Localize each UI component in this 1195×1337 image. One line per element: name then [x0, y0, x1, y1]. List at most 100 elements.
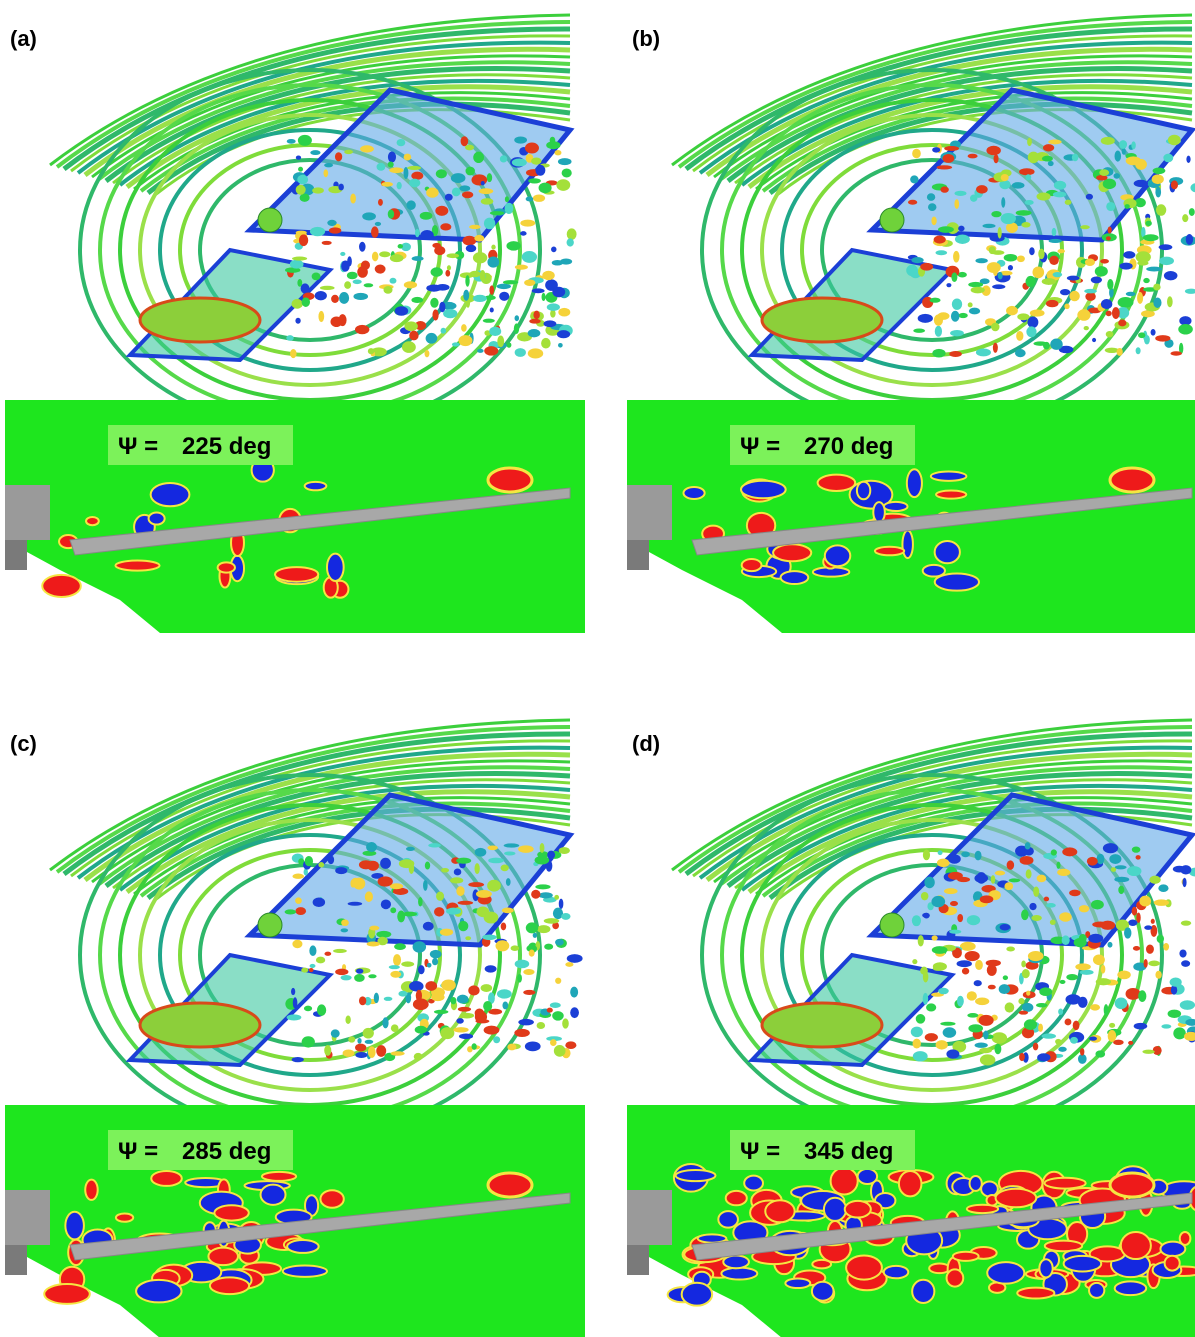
- hub-section: [627, 1245, 649, 1275]
- wake-vortex: [406, 200, 415, 210]
- wake-vortex: [382, 1017, 388, 1028]
- wake-vortex: [368, 348, 374, 354]
- wake-vortex: [1159, 244, 1173, 250]
- wake-vortex: [1087, 857, 1098, 866]
- wake-vortex: [401, 961, 414, 966]
- tip-vortex-core: [1110, 1173, 1154, 1197]
- wake-vortex: [394, 943, 406, 950]
- vorticity-blob: [275, 567, 318, 582]
- nacelle: [762, 298, 882, 342]
- wake-vortex: [1042, 278, 1056, 285]
- wake-vortex: [367, 861, 379, 871]
- wake-vortex: [552, 1011, 564, 1020]
- wake-vortex: [912, 915, 921, 926]
- vorticity-blob: [741, 481, 786, 498]
- wake-vortex: [544, 320, 557, 327]
- wake-vortex: [328, 855, 334, 864]
- vorticity-blob: [902, 531, 912, 559]
- wake-vortex: [933, 962, 947, 971]
- wake-vortex: [411, 172, 423, 180]
- wake-vortex: [1126, 156, 1141, 165]
- wake-vortex: [558, 308, 570, 317]
- wake-vortex: [390, 278, 397, 284]
- wake-vortex: [975, 997, 989, 1005]
- wake-vortex: [1053, 192, 1066, 198]
- wake-vortex: [348, 1036, 355, 1042]
- wake-vortex: [938, 988, 949, 995]
- wake-vortex: [514, 323, 519, 334]
- wake-vortex: [452, 342, 460, 346]
- wake-vortex: [547, 303, 560, 310]
- wake-vortex: [1170, 978, 1182, 987]
- hub-section: [627, 1190, 672, 1245]
- wake-vortex: [335, 969, 348, 975]
- wake-vortex: [1053, 272, 1063, 277]
- wake-vortex: [1027, 138, 1032, 146]
- wake-vortex: [976, 349, 991, 357]
- wake-vortex: [1145, 221, 1151, 226]
- wake-vortex: [446, 908, 461, 915]
- wake-vortex: [320, 286, 335, 290]
- vorticity-blob: [967, 1205, 998, 1213]
- wake-vortex: [1158, 884, 1168, 892]
- wake-vortex: [1060, 980, 1066, 984]
- wake-vortex: [1124, 927, 1131, 938]
- wake-vortex: [503, 280, 518, 284]
- wake-vortex: [1137, 261, 1148, 266]
- wake-vortex: [936, 1040, 948, 1050]
- wake-vortex: [360, 145, 374, 152]
- wake-vortex: [357, 1038, 361, 1044]
- psi-symbol: Ψ =: [118, 1138, 158, 1165]
- wake-vortex: [551, 247, 556, 253]
- wake-vortex: [500, 155, 507, 162]
- wake-vortex: [1062, 935, 1070, 945]
- wake-vortex: [491, 245, 495, 250]
- wake-vortex: [558, 343, 563, 348]
- wake-vortex: [561, 913, 570, 920]
- wake-vortex: [529, 950, 535, 957]
- wake-vortex: [1106, 202, 1115, 211]
- wake-vortex: [998, 227, 1002, 238]
- wake-vortex: [1108, 1030, 1117, 1042]
- wake-vortex: [404, 154, 412, 161]
- wake-vortex: [471, 174, 487, 185]
- wake-vortex: [1101, 299, 1112, 309]
- wake-vortex: [301, 968, 308, 973]
- wake-vortex: [1109, 1023, 1115, 1028]
- wake-vortex: [1056, 862, 1060, 869]
- wake-vortex: [1123, 251, 1135, 258]
- wake-vortex: [1153, 1046, 1162, 1055]
- wake-vortex: [425, 981, 437, 991]
- wake-vortex: [310, 227, 325, 236]
- wake-vortex: [403, 167, 408, 179]
- wake-vortex: [1069, 890, 1081, 897]
- wake-vortex: [938, 850, 943, 855]
- wake-vortex: [378, 199, 383, 206]
- wake-vortex: [475, 848, 487, 857]
- wake-vortex: [1036, 1003, 1047, 1008]
- wake-vortex: [347, 272, 358, 280]
- wake-vortex: [1100, 921, 1115, 930]
- wake-vortex: [1138, 990, 1146, 1002]
- wake-vortex: [497, 336, 504, 348]
- wake-vortex: [439, 302, 445, 312]
- wake-vortex: [546, 141, 560, 149]
- wake-vortex: [316, 957, 325, 964]
- wake-vortex: [562, 168, 572, 177]
- wake-vortex: [935, 326, 942, 337]
- vorticity-blob: [149, 513, 165, 525]
- vorticity-blob: [899, 1171, 922, 1196]
- wake-vortex: [998, 272, 1003, 279]
- hub-section: [5, 485, 50, 540]
- wake-vortex: [1138, 332, 1145, 338]
- wake-vortex: [1173, 1027, 1186, 1039]
- vorticity-blob: [742, 559, 762, 571]
- wake-vortex: [570, 1007, 579, 1018]
- wake-vortex: [364, 283, 374, 287]
- wake-vortex: [542, 271, 555, 280]
- wake-vortex: [1108, 226, 1112, 233]
- wake-vortex: [1085, 292, 1095, 301]
- wake-vortex: [414, 1053, 423, 1061]
- wake-vortex: [1091, 277, 1102, 284]
- psi-angle: 270 deg: [804, 433, 893, 460]
